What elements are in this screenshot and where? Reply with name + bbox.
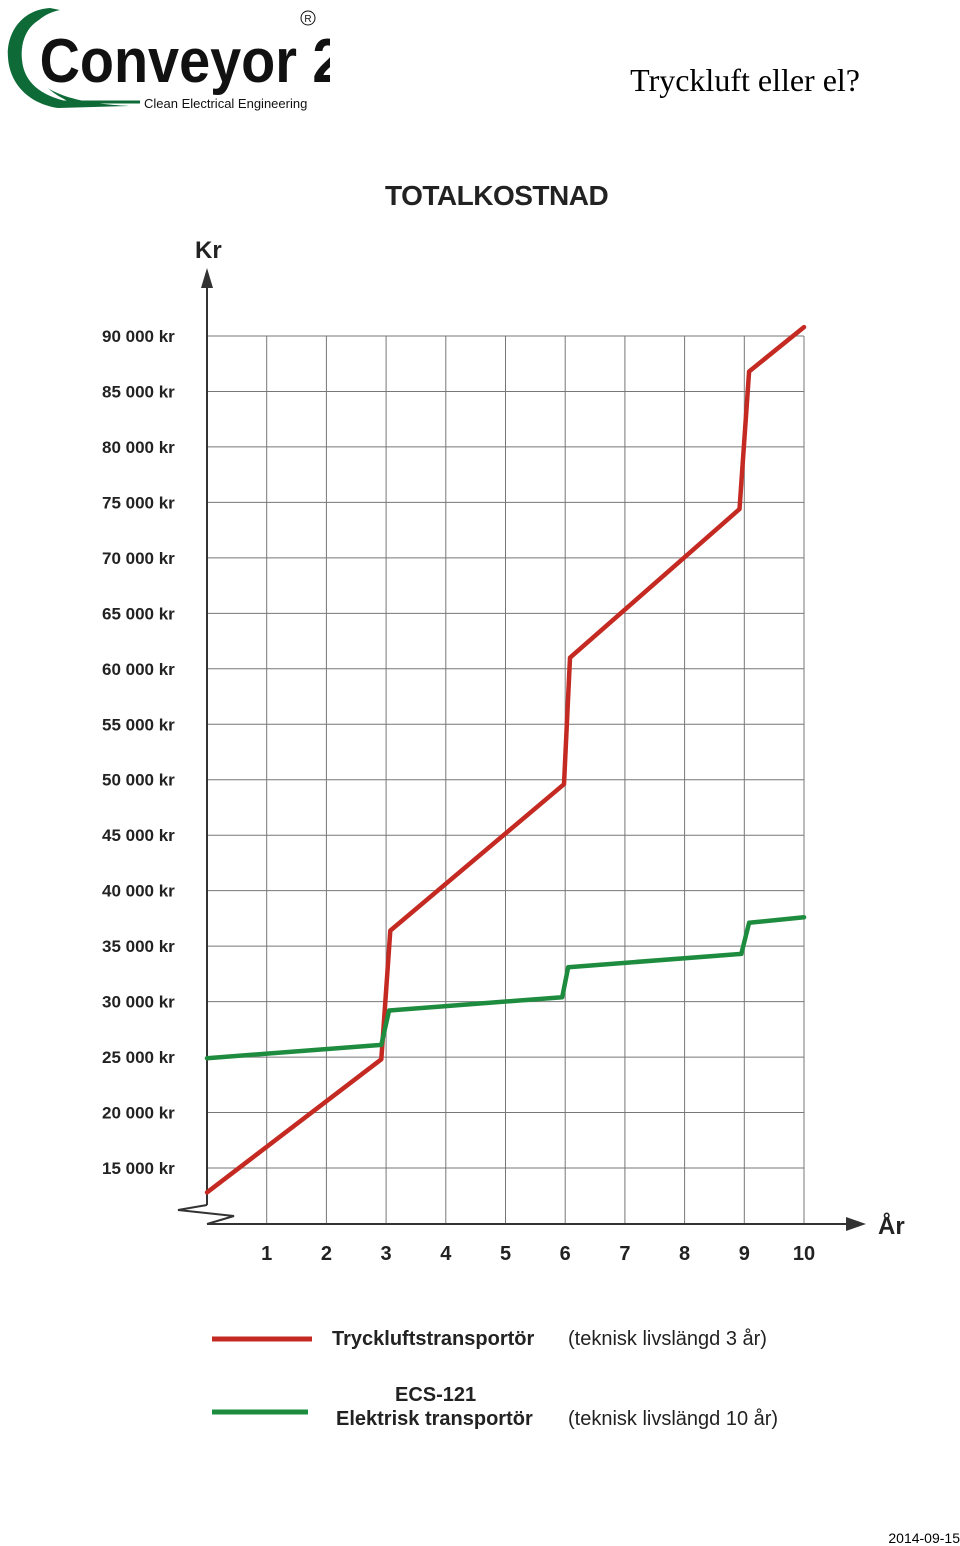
series-line-1 xyxy=(204,915,807,1061)
y-axis-label: Kr xyxy=(195,237,222,264)
page-title: Tryckluft eller el? xyxy=(630,62,860,98)
x-tick-label: 6 xyxy=(560,1243,571,1265)
legend-note-electric: (teknisk livslängd 10 år) xyxy=(568,1408,779,1430)
x-tick-label: 3 xyxy=(381,1243,392,1265)
logo-registered-circle xyxy=(300,10,316,26)
x-axis-arrow xyxy=(846,1217,866,1231)
logo-tagline: Clean Electrical Engineering xyxy=(144,96,307,111)
x-tick-label: 7 xyxy=(619,1243,630,1265)
axes xyxy=(177,268,866,1231)
y-tick-label: 75 000 kr xyxy=(102,493,175,512)
legend-note-compressed-air: (teknisk livslängd 3 år) xyxy=(568,1328,767,1350)
x-tick-label: 8 xyxy=(679,1243,690,1265)
chart-title: TOTALKOSTNAD xyxy=(385,180,609,211)
y-tick-label: 20 000 kr xyxy=(102,1104,175,1123)
grid xyxy=(207,335,805,1224)
y-tick-label: 80 000 kr xyxy=(102,438,175,457)
x-tick-label: 1 xyxy=(261,1243,272,1265)
x-axis-label: År xyxy=(878,1212,905,1240)
footer-date: 2014-09-15 xyxy=(888,1530,960,1546)
y-tick-label: 85 000 kr xyxy=(102,382,175,401)
y-tick-label: 90 000 kr xyxy=(102,327,175,346)
y-tick-label: 55 000 kr xyxy=(102,715,175,734)
y-tick-label: 50 000 kr xyxy=(102,771,175,790)
y-tick-label: 35 000 kr xyxy=(102,937,175,956)
legend-label-ecs: ECS-121 xyxy=(395,1384,477,1406)
y-tick-label: 30 000 kr xyxy=(102,993,175,1012)
legend-swatches xyxy=(212,1336,312,1415)
x-tick-label: 5 xyxy=(500,1243,511,1265)
x-tick-labels: 1 2 3 4 5 6 7 8 9 10 xyxy=(261,1243,815,1265)
y-tick-label: 60 000 kr xyxy=(102,660,175,679)
y-tick-label: 25 000 kr xyxy=(102,1048,175,1067)
logo-swoosh-inner xyxy=(21,16,70,102)
y-tick-label: 65 000 kr xyxy=(102,604,175,623)
x-tick-label: 4 xyxy=(440,1243,452,1265)
legend-label-electric: Elektrisk transportör xyxy=(336,1408,533,1430)
y-axis-arrow xyxy=(201,268,213,288)
legend-label-compressed-air: Tryckluftstransportör xyxy=(332,1328,535,1350)
legend: Tryckluftstransportör (teknisk livslängd… xyxy=(0,1300,960,1460)
series-lines xyxy=(204,324,807,1195)
y-tick-label: 40 000 kr xyxy=(102,882,175,901)
x-tick-label: 2 xyxy=(321,1243,332,1265)
y-tick-labels: 15 000 kr 20 000 kr 25 000 kr 30 000 kr 35 0… xyxy=(102,327,175,1178)
logo-wordmark: Conveyor 22 xyxy=(40,27,330,95)
y-tick-label: 70 000 kr xyxy=(102,549,175,568)
company-logo: Conveyor 22 Clean Electrical Engineering… xyxy=(7,8,330,111)
logo-registered-mark: R xyxy=(304,14,311,25)
x-tick-label: 9 xyxy=(739,1243,750,1265)
x-tick-label: 10 xyxy=(793,1243,815,1265)
y-tick-label: 15 000 kr xyxy=(102,1159,175,1178)
y-axis-break xyxy=(177,1204,235,1225)
line-chart: 15 000 kr 20 000 kr 25 000 kr 30 000 kr 35 0… xyxy=(102,237,905,1265)
y-tick-label: 45 000 kr xyxy=(102,826,175,845)
